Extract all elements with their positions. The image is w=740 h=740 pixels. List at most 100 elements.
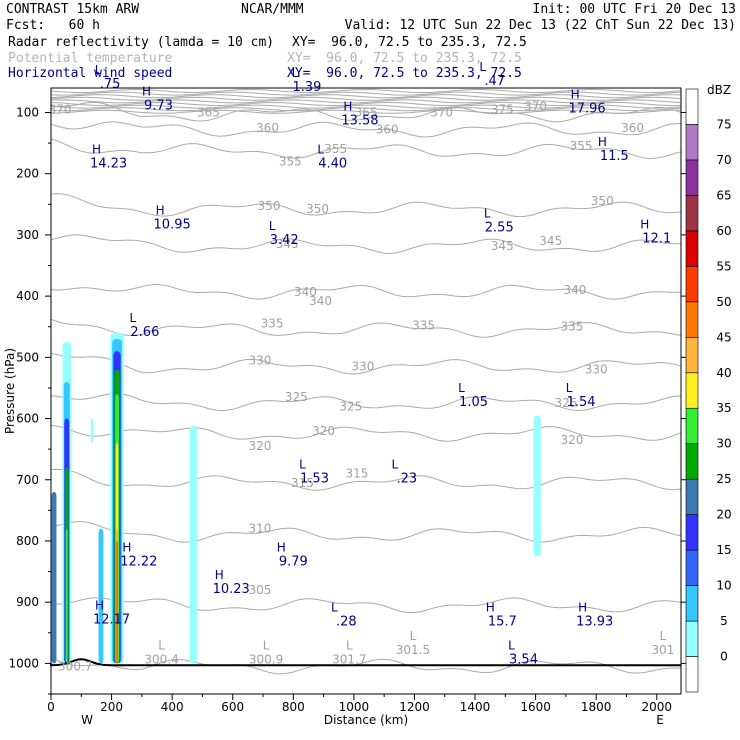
wind-minmax-value: .47: [484, 74, 505, 89]
theta-contour-label: 340: [309, 294, 332, 308]
x-tick-label: 2000: [641, 700, 672, 714]
field-label-reflectivity: Radar reflectivity (lamda = 10 cm): [8, 35, 275, 50]
theta-contour-label: 315: [345, 467, 368, 481]
wind-minmax-letter: L: [392, 458, 399, 472]
theta-contour-label: 370: [49, 102, 72, 116]
theta-contour-label: 300.7: [58, 659, 92, 673]
theta-minmax-value: 300.9: [249, 652, 283, 666]
theta-contour-line: [50, 283, 682, 300]
theta-contour-line-upper: [50, 109, 681, 114]
theta-contour-label: 370: [430, 105, 453, 119]
theta-contour-label: 335: [561, 320, 584, 334]
field-label-theta: Potential temperature: [8, 51, 173, 66]
theta-contour-label: 350: [306, 202, 329, 216]
theta-contour-label: 320: [249, 439, 272, 453]
theta-contour-line-upper: [50, 107, 682, 112]
theta-contour-label: 340: [294, 285, 317, 299]
theta-contour-label: 345: [276, 237, 299, 251]
x-tick-label: 0: [47, 700, 55, 714]
colorbar-level-label: 0: [720, 650, 728, 664]
x-tick-label: 600: [221, 700, 244, 714]
colorbar-level-label: 5: [720, 614, 728, 628]
theta-contour-line: [50, 392, 682, 412]
theta-contour-label: 345: [539, 234, 562, 248]
wind-minmax-letter: H: [156, 204, 165, 218]
colorbar-swatch: [685, 620, 699, 657]
theta-contour-label: 360: [376, 123, 399, 137]
reflectivity-cell: [116, 540, 118, 664]
colorbar-level-label: 40: [716, 366, 731, 380]
field-xy-reflectivity: XY= 96.0, 72.5 to 235.3, 72.5: [292, 35, 527, 50]
reflectivity-cell: [51, 492, 57, 664]
theta-contour-label: 320: [312, 424, 335, 438]
theta-contour-label: 355: [324, 142, 347, 156]
reflectivity-cell: [189, 425, 197, 664]
colorbar-level-label: 50: [716, 295, 731, 309]
x-tick-label: 400: [161, 700, 184, 714]
wind-minmax-letter: H: [95, 598, 104, 612]
field-label-wind: Horizontal wind speed: [8, 66, 173, 81]
colorbar-swatch: [685, 266, 699, 303]
theta-contour-line: [50, 193, 682, 218]
x-tick-label: 200: [100, 700, 123, 714]
theta-minmax-value: 301.5: [396, 643, 430, 657]
theta-contour-line: [50, 424, 682, 442]
y-tick-label: 400: [16, 289, 39, 303]
wind-minmax-value: 4.40: [318, 156, 347, 171]
colorbar-swatch: [685, 124, 699, 161]
colorbar-unit: dBZ: [707, 83, 731, 97]
theta-contour-label: 355: [279, 154, 302, 168]
theta-contour-label: 370: [524, 99, 547, 113]
wind-minmax-value: 12.22: [120, 554, 157, 569]
wind-minmax-letter: L: [566, 381, 573, 395]
theta-contour-label: 360: [256, 121, 279, 135]
wind-minmax-letter: L: [269, 219, 276, 233]
theta-contour-label: 330: [249, 353, 272, 367]
x-tick-label: 1600: [520, 700, 551, 714]
wind-minmax-value: 1.53: [300, 472, 329, 487]
reflectivity-cell: [533, 415, 541, 557]
wind-minmax-letter: H: [343, 100, 352, 114]
theta-contour-labels: 370 365 365 370 375 370 360 360 360 355 355 355 350 3…: [49, 99, 644, 673]
field-xy-theta: XY= 96.0, 72.5 to 235.3, 72.5: [287, 51, 522, 66]
y-tick-label: 300: [16, 228, 39, 242]
wind-minmax-value: 1.39: [292, 80, 321, 95]
wind-minmax-letter: H: [571, 87, 580, 101]
west-label: W: [81, 713, 93, 727]
wind-minmax-value: .28: [336, 614, 357, 629]
header-fcst: Fcst: 60 h: [6, 18, 100, 33]
colorbar-level-label: 70: [716, 153, 731, 167]
colorbar-level-label: 60: [716, 224, 731, 238]
theta-minmax-letter: L: [263, 638, 270, 652]
theta-contour-line: [50, 121, 682, 138]
wind-minmax-letter: H: [215, 568, 224, 582]
wind-minmax-letter: H: [640, 218, 649, 232]
theta-contour-label: 365: [197, 105, 220, 119]
theta-contour-label: 315: [291, 476, 314, 490]
theta-contour-label: 335: [261, 317, 284, 331]
reflectivity-cell: [90, 418, 94, 444]
wind-minmax-value: 10.95: [154, 218, 191, 233]
wind-minmax-letter: L: [484, 207, 491, 221]
header-center: NCAR/MMM: [241, 2, 304, 17]
wind-minmax-letter: L: [508, 638, 515, 652]
colorbar-level-label: 45: [716, 330, 731, 344]
theta-contour-line: [50, 138, 682, 160]
wind-minmax-value: 11.5: [600, 149, 629, 164]
colorbar-level-label: 65: [716, 188, 731, 202]
theta-contour-label: 325: [285, 390, 308, 404]
header-title: CONTRAST 15km ARW: [6, 2, 140, 17]
theta-contour-line: [50, 597, 682, 613]
colorbar-swatch: [685, 230, 699, 267]
theta-contour-line: [50, 234, 682, 254]
colorbar-level-label: 15: [716, 543, 731, 557]
wind-minmax-letter: H: [277, 540, 286, 554]
theta-contour-label: 305: [249, 583, 272, 597]
y-tick-label: 1000: [8, 656, 39, 670]
y-tick-label: 800: [16, 534, 39, 548]
reflectivity-cell: [98, 528, 104, 664]
theta-contour-line-upper: [50, 88, 682, 94]
axes: 0 200 400 600 800 1000 1200 1400 1600 1800 2000 100…: [8, 105, 687, 714]
theta-contour-line: [50, 520, 682, 543]
wind-minmax-value: 12.1: [642, 232, 671, 247]
